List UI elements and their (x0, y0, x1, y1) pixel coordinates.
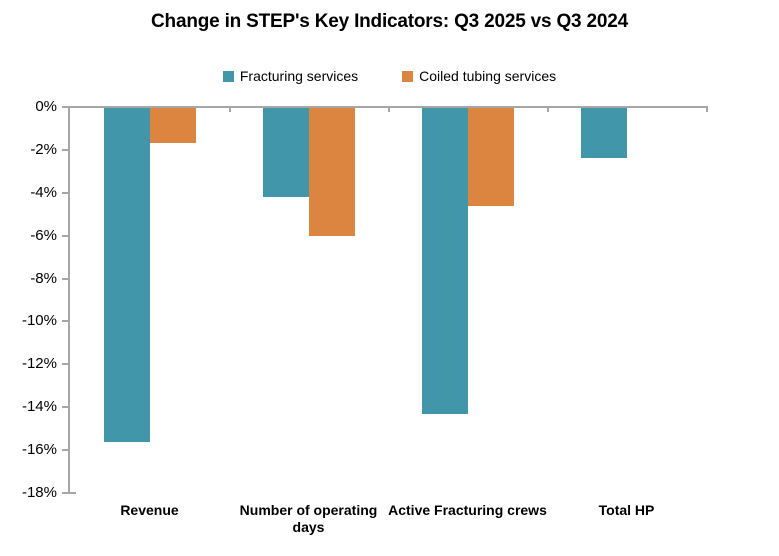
legend-swatch-fracturing-icon (222, 70, 234, 82)
legend-item-coiled-tubing-services: Coiled tubing services (402, 68, 556, 84)
y-axis-tick-mark (62, 234, 70, 237)
category-boundary-tick (229, 106, 231, 112)
x-category-label-active-fracturing-crews: Active Fracturing crews (388, 502, 547, 518)
y-tick-label: -12% (21, 355, 57, 373)
chart-title: Change in STEP's Key Indicators: Q3 2025… (151, 11, 628, 32)
y-axis-tick-mark (62, 363, 70, 366)
x-category-label-number-of-operating-days: Number of operating days (239, 502, 378, 535)
y-tick-label: -6% (30, 226, 57, 244)
y-tick-label: -14% (21, 398, 57, 416)
x-category-label-total-hp: Total HP (598, 502, 655, 518)
bar-fracturing-services-revenue (103, 107, 150, 442)
y-axis-line (68, 107, 70, 493)
category-boundary-tick (547, 106, 549, 112)
y-axis-end-tick (68, 492, 76, 494)
y-tick-label: -8% (30, 269, 57, 287)
category-boundary-tick (388, 106, 390, 112)
bar-coiled-tubing-services-revenue (149, 107, 196, 144)
bar-coiled-tubing-services-active-fracturing-crews (467, 107, 514, 206)
y-tick-label: -10% (21, 312, 57, 330)
y-axis-tick-mark (62, 191, 70, 194)
legend-label-fracturing: Fracturing services (239, 68, 359, 84)
legend-swatch-coiled-tubing-icon (402, 70, 414, 82)
category-boundary-tick (706, 106, 708, 112)
bar-fracturing-services-total-hp (580, 107, 627, 159)
legend: Fracturing services Coiled tubing servic… (0, 68, 779, 84)
x-category-label-revenue: Revenue (120, 502, 179, 518)
legend-item-fracturing-services: Fracturing services (222, 68, 359, 84)
y-tick-label: -18% (21, 484, 57, 501)
y-axis-tick-mark (62, 148, 70, 151)
y-axis-tick-mark (62, 277, 70, 280)
y-axis-tick-mark (62, 406, 70, 409)
y-tick-label: -16% (21, 441, 57, 459)
bar-fracturing-services-number-of-operating-days (262, 107, 309, 198)
y-tick-label: -2% (30, 140, 57, 158)
bar-coiled-tubing-services-number-of-operating-days (308, 107, 355, 236)
y-axis-tick-mark (62, 106, 70, 108)
y-axis-tick-mark (62, 492, 70, 494)
y-tick-label: 0% (35, 98, 57, 115)
y-axis-tick-mark (62, 320, 70, 323)
bar-fracturing-services-active-fracturing-crews (421, 107, 468, 414)
y-axis-tick-mark (62, 449, 70, 452)
y-tick-label: -4% (30, 183, 57, 201)
legend-label-coiled-tubing: Coiled tubing services (419, 68, 557, 84)
